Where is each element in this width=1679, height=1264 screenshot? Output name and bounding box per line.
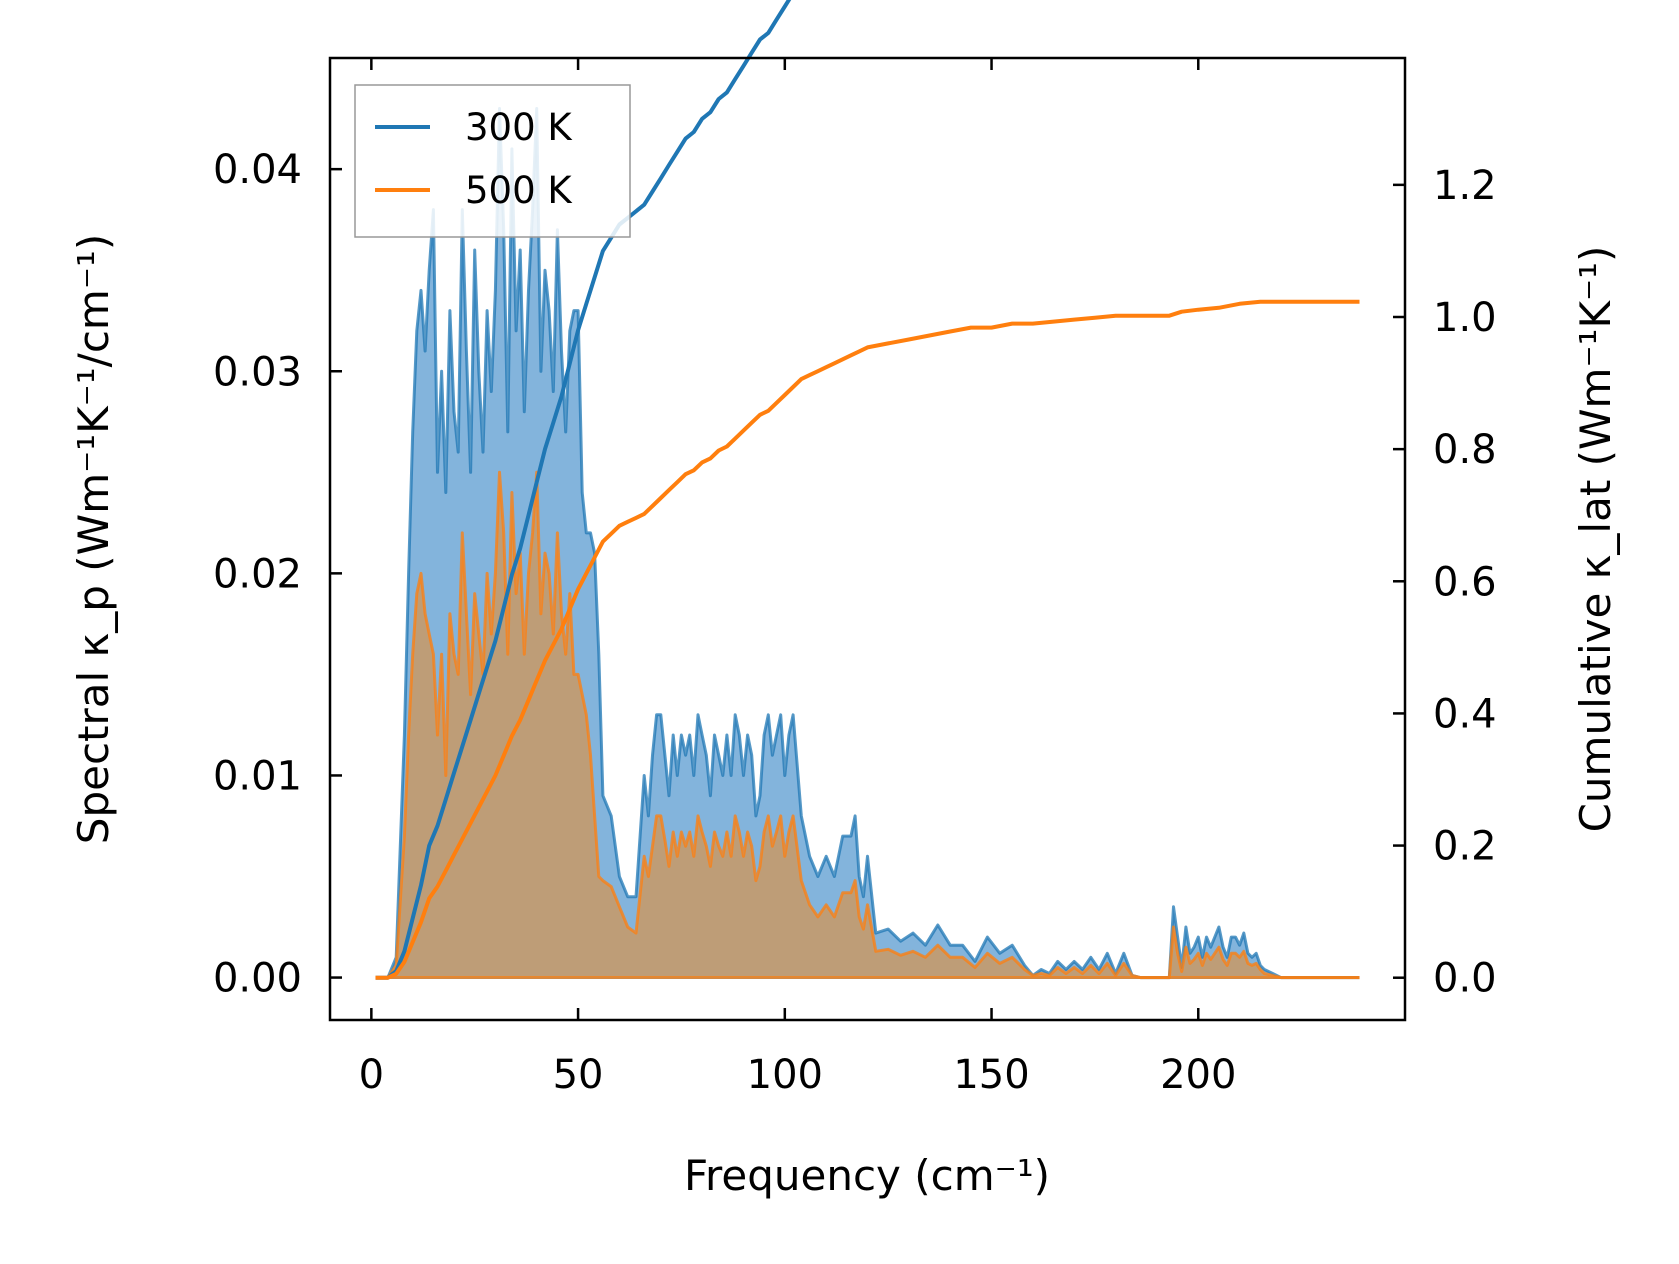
spectral-area-500k <box>375 472 1360 978</box>
legend-label-500k: 500 K <box>465 169 573 212</box>
x-tick-label: 0 <box>359 1052 384 1098</box>
legend-box <box>354 84 631 238</box>
spectral-fills <box>375 107 1360 980</box>
data-lines <box>375 0 1360 980</box>
left-y-tick-label: 0.00 <box>213 956 302 1002</box>
right-y-tick-label: 0.2 <box>1433 824 1497 870</box>
x-tick-label: 150 <box>953 1052 1029 1098</box>
right-y-tick-label: 1.0 <box>1433 295 1497 341</box>
right-y-axis-label: Cumulative κ_lat (Wm⁻¹K⁻¹) <box>1571 246 1620 833</box>
x-tick-label: 200 <box>1160 1052 1236 1098</box>
right-y-tick-label: 1.2 <box>1433 163 1497 209</box>
cumulative-line-500k <box>375 299 1360 980</box>
plot-frame <box>328 56 1407 1022</box>
legend: 300 K 500 K <box>354 84 631 238</box>
x-tick-label: 100 <box>747 1052 823 1098</box>
x-axis-label: Frequency (cm⁻¹) <box>684 1151 1050 1200</box>
cumulative-line-300k <box>375 0 792 980</box>
left-y-tick-label: 0.04 <box>213 147 302 193</box>
right-y-tick-label: 0.0 <box>1433 956 1497 1002</box>
right-y-tick-label: 0.8 <box>1433 427 1497 473</box>
left-y-tick-label: 0.01 <box>213 753 302 799</box>
right-y-tick-label: 0.4 <box>1433 691 1497 737</box>
left-y-axis-label: Spectral κ_p (Wm⁻¹K⁻¹/cm⁻¹) <box>69 234 118 844</box>
spectral-line-500k <box>375 470 1360 980</box>
x-tick-label: 50 <box>553 1052 604 1098</box>
right-y-tick-label: 0.6 <box>1433 559 1497 605</box>
left-y-tick-label: 0.03 <box>213 349 302 395</box>
left-y-tick-label: 0.02 <box>213 551 302 597</box>
axis-ticks: 0 50 100 150 200 0.00 0.01 0.02 0.03 0.04 0.0 0.2 0.… <box>213 58 1497 1098</box>
legend-label-300k: 300 K <box>465 106 573 149</box>
